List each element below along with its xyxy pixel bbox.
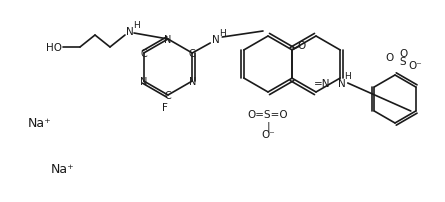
Text: F: F	[162, 102, 168, 113]
Text: O: O	[298, 41, 306, 51]
Text: O: O	[386, 53, 394, 63]
Text: |: |	[266, 121, 270, 132]
Text: S: S	[400, 57, 406, 67]
Text: C: C	[165, 90, 171, 101]
Text: O: O	[399, 49, 407, 59]
Text: N: N	[212, 35, 220, 45]
Text: C: C	[189, 49, 196, 59]
Text: C: C	[140, 49, 147, 59]
Text: N: N	[126, 27, 134, 37]
Text: N: N	[164, 35, 172, 45]
Text: N: N	[189, 77, 196, 87]
Text: =N: =N	[313, 79, 330, 88]
Text: O=S=O: O=S=O	[248, 109, 288, 119]
Text: O⁻: O⁻	[261, 129, 275, 139]
Text: HO: HO	[46, 43, 62, 53]
Text: H: H	[344, 72, 351, 81]
Text: N: N	[140, 77, 147, 87]
Text: Na⁺: Na⁺	[28, 117, 52, 130]
Text: Na⁺: Na⁺	[51, 163, 75, 176]
Text: H: H	[134, 20, 140, 29]
Text: O⁻: O⁻	[408, 61, 422, 71]
Text: N: N	[338, 79, 346, 88]
Text: H: H	[219, 28, 226, 37]
